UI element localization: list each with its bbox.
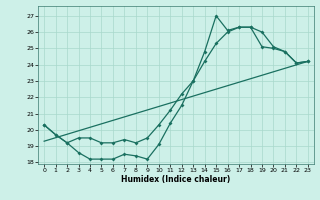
X-axis label: Humidex (Indice chaleur): Humidex (Indice chaleur)	[121, 175, 231, 184]
